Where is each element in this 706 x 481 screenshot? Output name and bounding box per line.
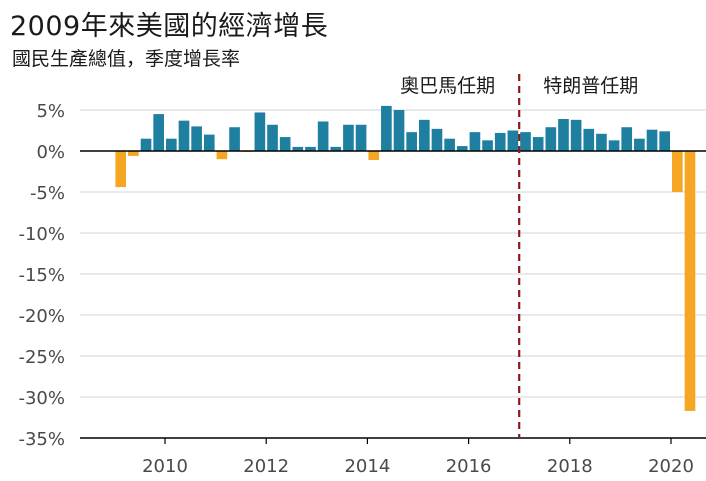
bar	[216, 151, 228, 160]
bars	[115, 105, 696, 411]
bar	[494, 132, 506, 151]
bar	[608, 140, 620, 151]
bar	[659, 131, 670, 151]
bar	[305, 146, 316, 151]
bar	[178, 120, 190, 151]
labels: 5% 0% -5% -10% -15% -20% -25% -30% -35% 2010 2012 2…	[18, 75, 693, 477]
bar	[267, 124, 278, 151]
bar	[583, 128, 595, 151]
y-tick-label: -10%	[18, 224, 65, 245]
bar	[444, 138, 455, 151]
bar	[545, 127, 557, 151]
x-tick-label: 2012	[243, 456, 289, 477]
x-tick-label: 2020	[648, 456, 694, 477]
bar	[381, 105, 392, 151]
bar	[634, 138, 645, 151]
y-tick-label: -5%	[30, 183, 65, 204]
y-tick-label: -30%	[18, 388, 65, 409]
y-tick-label: -20%	[18, 306, 65, 327]
bar	[431, 128, 443, 151]
bar	[343, 124, 354, 151]
chart-subtitle: 國民生產總值，季度增長率	[12, 48, 241, 70]
bar	[456, 146, 468, 151]
bar	[596, 133, 607, 151]
bar	[406, 132, 417, 151]
bar	[191, 126, 202, 151]
bar	[570, 119, 582, 151]
bar	[482, 140, 493, 151]
bar	[532, 137, 544, 151]
x-tick-label: 2010	[142, 456, 188, 477]
bar	[684, 151, 696, 411]
bar	[621, 127, 633, 151]
bar	[140, 138, 152, 151]
bar	[520, 132, 531, 151]
bar	[292, 146, 304, 151]
bar	[330, 146, 342, 151]
bar	[254, 112, 266, 151]
bar	[469, 132, 481, 151]
y-tick-label: -25%	[18, 347, 65, 368]
bar	[279, 137, 291, 151]
axes	[80, 74, 706, 444]
y-tick-label: -15%	[18, 265, 65, 286]
bar	[646, 129, 658, 151]
bar	[507, 130, 519, 151]
bar	[166, 138, 177, 151]
chart-title: 2009年來美國的經濟增長	[10, 11, 329, 42]
x-tick-label: 2018	[547, 456, 593, 477]
y-tick-label: 5%	[36, 101, 65, 122]
bar	[128, 151, 139, 156]
bar	[393, 110, 405, 151]
y-tick-label: -35%	[18, 429, 65, 450]
x-tick-label: 2014	[344, 456, 390, 477]
x-tick-label: 2016	[446, 456, 492, 477]
bar	[368, 151, 380, 161]
bar	[203, 134, 215, 151]
grid-lines	[80, 109, 706, 398]
bar	[672, 151, 683, 192]
period-label-obama: 奧巴馬任期	[400, 75, 495, 97]
y-tick-label: 0%	[36, 142, 65, 163]
period-label-trump: 特朗普任期	[543, 75, 638, 97]
bar	[419, 119, 430, 151]
bar	[115, 151, 127, 188]
bar	[558, 119, 569, 151]
bar	[355, 124, 367, 151]
bar	[317, 121, 329, 151]
bar	[229, 127, 240, 151]
bar	[153, 114, 164, 151]
